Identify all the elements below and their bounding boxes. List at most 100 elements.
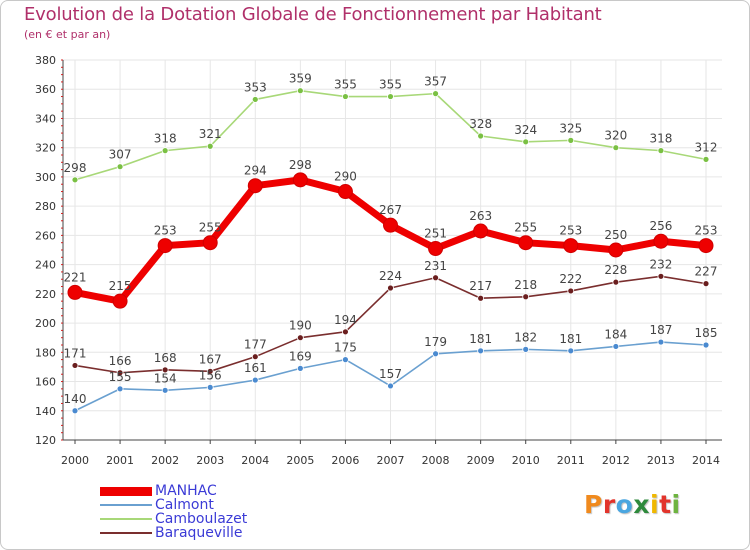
- data-label-camboulazet: 357: [424, 75, 447, 89]
- data-label-manhac: 255: [199, 221, 222, 235]
- logo-letter: x: [633, 490, 650, 519]
- logo-letter: i: [671, 490, 681, 519]
- data-label-baraqueville: 166: [109, 354, 132, 368]
- y-tick-label: 140: [35, 405, 56, 418]
- data-label-calmont: 182: [514, 330, 537, 344]
- logo-letter: P: [584, 490, 603, 519]
- data-label-camboulazet: 355: [379, 78, 402, 92]
- data-label-camboulazet: 325: [559, 121, 582, 135]
- data-label-camboulazet: 318: [649, 132, 672, 146]
- legend-swatch-calmont: [100, 504, 152, 506]
- data-label-calmont: 156: [199, 368, 222, 382]
- data-point-camboulazet: [477, 132, 485, 140]
- data-label-camboulazet: 321: [199, 127, 222, 141]
- data-label-camboulazet: 318: [154, 132, 177, 146]
- data-label-baraqueville: 167: [199, 352, 222, 366]
- x-tick-label: 2003: [196, 454, 224, 467]
- data-point-calmont: [296, 364, 304, 372]
- data-point-manhac: [653, 233, 669, 249]
- data-point-camboulazet: [387, 93, 394, 100]
- data-label-manhac: 251: [424, 227, 447, 241]
- data-point-manhac: [608, 242, 624, 258]
- data-point-manhac: [247, 178, 263, 194]
- data-label-calmont: 181: [559, 332, 582, 346]
- data-point-camboulazet: [251, 96, 259, 103]
- legend-label-manhac: MANHAC: [155, 483, 217, 499]
- data-point-calmont: [477, 347, 485, 355]
- data-point-manhac: [67, 284, 83, 300]
- data-point-calmont: [161, 386, 169, 394]
- data-label-baraqueville: 231: [424, 259, 447, 273]
- proxiti-logo: Proxiti: [584, 490, 681, 519]
- data-point-baraqueville: [657, 272, 665, 280]
- data-point-baraqueville: [567, 287, 575, 295]
- data-label-manhac: 255: [514, 221, 537, 235]
- data-label-camboulazet: 353: [244, 80, 267, 94]
- data-point-baraqueville: [432, 274, 439, 282]
- data-point-baraqueville: [251, 353, 259, 361]
- data-label-manhac: 256: [649, 219, 672, 233]
- data-point-calmont: [567, 347, 575, 355]
- data-point-calmont: [522, 345, 530, 353]
- legend-label-baraqueville: Baraqueville: [155, 525, 243, 541]
- data-point-calmont: [657, 338, 665, 346]
- data-point-camboulazet: [161, 147, 169, 155]
- x-tick-label: 2011: [557, 454, 585, 467]
- legend-label-camboulazet: Camboulazet: [155, 511, 248, 527]
- data-label-calmont: 169: [289, 349, 312, 363]
- data-label-baraqueville: 227: [695, 265, 718, 279]
- legend-swatch-manhac: [100, 486, 152, 496]
- data-point-camboulazet: [657, 147, 665, 155]
- y-tick-label: 380: [35, 54, 56, 67]
- data-label-camboulazet: 359: [289, 72, 312, 86]
- data-point-baraqueville: [116, 369, 124, 377]
- data-label-baraqueville: 177: [244, 338, 267, 352]
- legend-item-manhac: MANHAC: [100, 483, 340, 499]
- data-point-camboulazet: [71, 176, 79, 184]
- y-tick-label: 220: [35, 288, 56, 301]
- data-label-calmont: 181: [469, 332, 492, 346]
- data-point-manhac: [157, 238, 173, 254]
- data-label-manhac: 290: [334, 170, 357, 184]
- data-point-calmont: [116, 385, 124, 393]
- data-point-manhac: [518, 235, 534, 251]
- data-label-baraqueville: 217: [469, 279, 492, 293]
- x-tick-label: 2001: [106, 454, 134, 467]
- data-point-manhac: [337, 184, 353, 200]
- data-point-baraqueville: [702, 280, 710, 288]
- legend-swatch-baraqueville: [100, 532, 152, 534]
- chart-legend: MANHAC Calmont Camboulazet Baraqueville: [100, 483, 340, 541]
- data-point-calmont: [71, 407, 79, 415]
- data-point-manhac: [202, 235, 218, 251]
- data-label-manhac: 263: [469, 209, 492, 223]
- data-label-baraqueville: 232: [649, 257, 672, 271]
- x-tick-label: 2010: [512, 454, 540, 467]
- data-label-calmont: 185: [695, 326, 718, 340]
- data-label-calmont: 187: [649, 323, 672, 337]
- data-point-camboulazet: [702, 155, 710, 163]
- y-tick-label: 240: [35, 259, 56, 272]
- x-tick-label: 2006: [331, 454, 359, 467]
- data-label-baraqueville: 228: [604, 263, 627, 277]
- x-tick-label: 2002: [151, 454, 179, 467]
- data-point-baraqueville: [522, 293, 530, 301]
- data-point-camboulazet: [432, 90, 439, 98]
- data-label-manhac: 250: [604, 228, 627, 242]
- data-point-baraqueville: [342, 328, 349, 336]
- data-point-camboulazet: [296, 87, 304, 95]
- data-point-camboulazet: [522, 138, 530, 146]
- data-point-calmont: [432, 350, 439, 358]
- data-label-camboulazet: 320: [604, 129, 627, 143]
- x-tick-label: 2014: [692, 454, 720, 467]
- data-label-manhac: 253: [559, 224, 582, 238]
- data-point-baraqueville: [71, 362, 79, 369]
- data-point-calmont: [206, 383, 214, 391]
- data-label-camboulazet: 307: [109, 148, 132, 162]
- legend-item-baraqueville: Baraqueville: [100, 525, 340, 541]
- data-label-manhac: 294: [244, 164, 267, 178]
- legend-item-calmont: Calmont: [100, 497, 340, 513]
- data-label-manhac: 298: [289, 158, 312, 172]
- data-label-camboulazet: 298: [64, 161, 87, 175]
- legend-item-camboulazet: Camboulazet: [100, 511, 340, 527]
